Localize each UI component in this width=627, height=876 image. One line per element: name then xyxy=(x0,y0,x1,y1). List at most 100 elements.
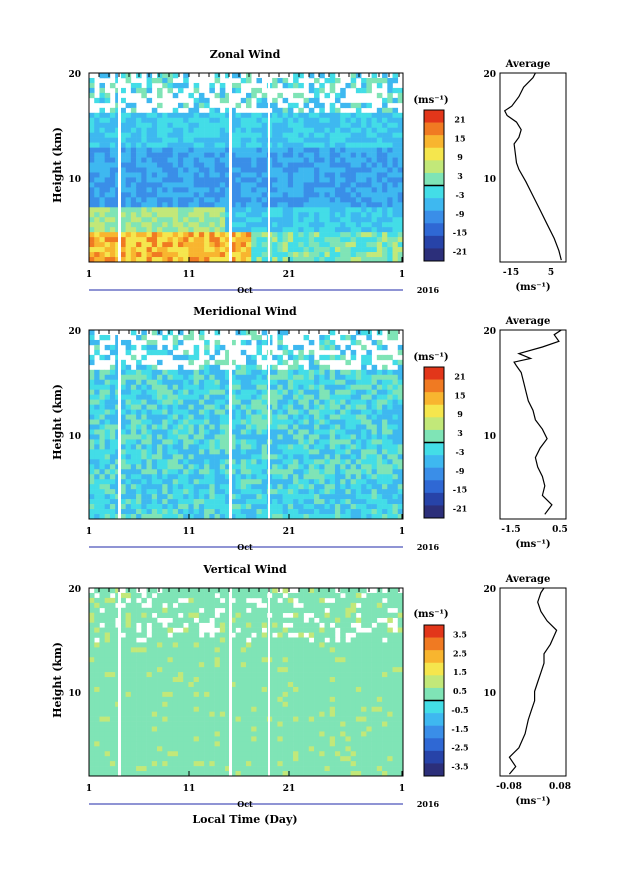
heatmap-cell xyxy=(272,409,278,415)
heatmap-cell xyxy=(235,202,242,208)
heatmap-cell xyxy=(136,686,142,693)
heatmap-cell xyxy=(219,247,226,253)
heatmap-cell xyxy=(125,771,132,777)
heatmap-cell xyxy=(298,429,304,435)
heatmap-cell xyxy=(298,439,304,445)
heatmap-cell xyxy=(136,227,142,233)
heatmap-cell xyxy=(188,741,194,747)
heatmap-cell xyxy=(204,207,210,213)
heatmap-cell xyxy=(172,667,179,673)
heatmap-cell xyxy=(397,162,404,168)
heatmap-cell xyxy=(261,122,268,129)
heatmap-cell xyxy=(157,642,163,648)
heatmap-cell xyxy=(136,399,142,405)
heatmap-cell xyxy=(246,509,252,515)
heatmap-cell xyxy=(94,741,100,747)
heatmap-cell xyxy=(204,252,210,258)
heatmap-cell xyxy=(177,384,184,390)
heatmap-frame xyxy=(88,329,404,520)
heatmap-cell xyxy=(109,652,116,658)
heatmap-cell xyxy=(125,227,132,233)
heatmap-cell xyxy=(172,766,179,772)
heatmap-cell xyxy=(371,499,378,505)
heatmap-cell xyxy=(183,384,189,390)
heatmap-cell xyxy=(177,647,184,653)
heatmap-cell xyxy=(303,157,310,163)
heatmap-cell xyxy=(397,247,404,253)
heatmap-cell xyxy=(204,344,210,351)
heatmap-cell xyxy=(188,127,194,133)
heatmap-cell xyxy=(94,439,100,445)
heatmap-cell xyxy=(167,602,174,609)
heatmap-cell xyxy=(115,499,121,505)
heatmap-cell xyxy=(282,142,289,148)
heatmap-cell xyxy=(319,192,325,198)
heatmap-cell xyxy=(120,132,126,138)
heatmap-cell xyxy=(198,414,205,420)
heatmap-cell xyxy=(355,232,362,238)
heatmap-cell xyxy=(345,344,351,351)
heatmap-cell xyxy=(188,504,194,510)
heatmap-cell xyxy=(120,459,126,465)
heatmap-cell xyxy=(193,349,200,356)
heatmap-cell xyxy=(277,92,283,99)
heatmap-cell xyxy=(99,469,105,475)
heatmap-cell xyxy=(287,509,294,515)
heatmap-cell xyxy=(193,202,200,208)
heatmap-cell xyxy=(308,107,315,114)
heatmap-cell xyxy=(392,504,399,510)
heatmap-cell xyxy=(319,237,325,243)
heatmap-cell xyxy=(277,384,283,390)
heatmap-cell xyxy=(329,330,336,336)
heatmap-cell xyxy=(94,454,100,460)
heatmap-cell xyxy=(225,162,231,168)
heatmap-cell xyxy=(172,736,179,742)
heatmap-cell xyxy=(355,102,362,109)
heatmap-cell xyxy=(214,117,221,124)
heatmap-cell xyxy=(209,147,215,153)
heatmap-cell xyxy=(397,369,404,376)
heatmap-cell xyxy=(146,607,153,614)
heatmap-cell xyxy=(109,642,116,648)
heatmap-cell xyxy=(209,364,215,371)
colorbar-segment xyxy=(424,185,444,199)
heatmap-cell xyxy=(350,177,357,183)
heatmap-cell xyxy=(125,217,132,223)
heatmap-cell xyxy=(366,227,372,233)
heatmap-cell xyxy=(136,142,142,148)
heatmap-cell xyxy=(350,429,357,435)
heatmap-cell xyxy=(130,202,137,208)
heatmap-cell xyxy=(303,117,310,124)
heatmap-cell xyxy=(293,434,299,440)
heatmap-cell xyxy=(235,514,242,520)
heatmap-cell xyxy=(235,389,242,395)
heatmap-cell xyxy=(219,384,226,390)
heatmap-cell xyxy=(240,207,247,213)
heatmap-cell xyxy=(89,334,95,341)
heatmap-cell xyxy=(146,479,153,485)
heatmap-cell xyxy=(109,721,116,727)
heatmap-cell xyxy=(298,142,304,148)
heatmap-cell xyxy=(94,227,100,233)
heatmap-cell xyxy=(246,247,252,253)
heatmap-cell xyxy=(340,474,346,480)
heatmap-cell xyxy=(146,187,153,193)
heatmap-cell xyxy=(371,162,378,168)
heatmap-cell xyxy=(193,112,200,119)
heatmap-cell xyxy=(366,197,372,203)
heatmap-cell xyxy=(287,379,294,386)
heatmap-cell xyxy=(340,379,346,386)
heatmap-cell xyxy=(361,192,367,198)
heatmap-cell xyxy=(146,349,153,356)
heatmap-cell xyxy=(141,252,147,258)
heatmap-cell xyxy=(329,354,336,361)
heatmap-cell xyxy=(361,172,367,178)
heatmap-cell xyxy=(177,147,184,153)
heatmap-cell xyxy=(94,252,100,258)
heatmap-cell xyxy=(387,167,393,173)
heatmap-cell xyxy=(355,112,362,119)
heatmap-cell xyxy=(324,354,331,361)
heatmap-cell xyxy=(340,454,346,460)
heatmap-cell xyxy=(251,514,257,520)
heatmap-cell xyxy=(355,162,362,168)
